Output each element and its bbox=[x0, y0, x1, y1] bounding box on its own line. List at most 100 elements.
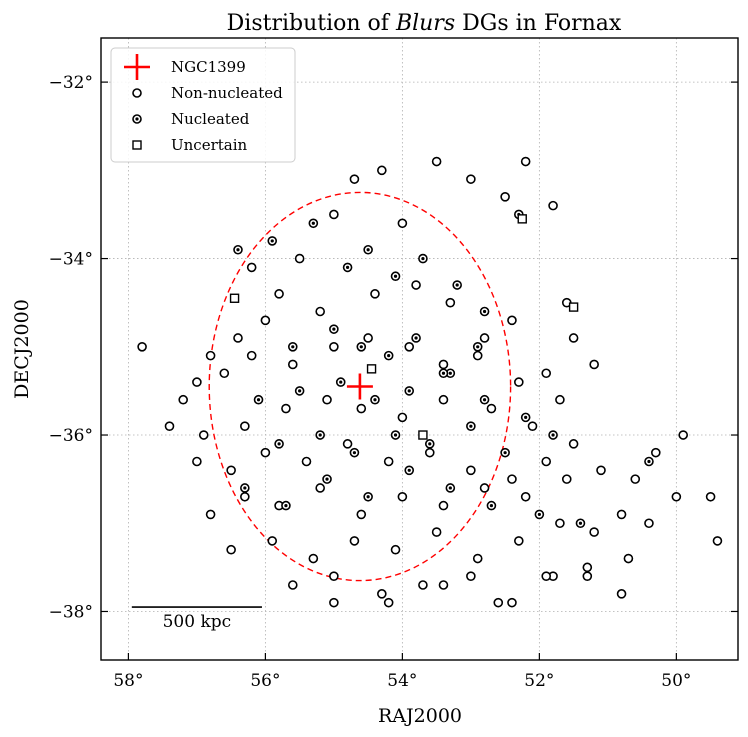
non-nucleated-point bbox=[507, 474, 517, 484]
x-tick-label: 56° bbox=[250, 671, 280, 691]
non-nucleated-point bbox=[137, 341, 147, 352]
nucleated-point-core bbox=[345, 265, 350, 269]
non-nucleated-point bbox=[472, 350, 483, 361]
nucleated-point-core bbox=[298, 389, 302, 393]
non-nucleated-point bbox=[582, 562, 593, 573]
nucleated-point-core bbox=[270, 239, 274, 243]
non-nucleated-point bbox=[356, 509, 367, 520]
scale-bar-label: 500 kpc bbox=[163, 612, 232, 632]
legend-non-nucleated-marker bbox=[132, 88, 142, 98]
nucleated-point-core bbox=[243, 486, 247, 490]
non-nucleated-point bbox=[582, 571, 593, 581]
non-nucleated-point bbox=[466, 571, 476, 581]
non-nucleated-point bbox=[370, 289, 380, 299]
uncertain-point bbox=[418, 430, 428, 440]
x-tick-label: 54° bbox=[387, 671, 417, 691]
non-nucleated-point bbox=[349, 536, 360, 546]
non-nucleated-point bbox=[377, 165, 387, 176]
non-nucleated-point bbox=[418, 580, 428, 590]
nucleated-point-core bbox=[359, 345, 363, 349]
non-nucleated-point bbox=[329, 571, 339, 581]
non-nucleated-point bbox=[507, 315, 517, 326]
non-nucleated-point bbox=[198, 430, 209, 440]
non-nucleated-point bbox=[287, 359, 298, 370]
nucleated-point-core bbox=[325, 477, 329, 481]
non-nucleated-point bbox=[383, 597, 394, 608]
non-nucleated-point bbox=[342, 439, 353, 449]
non-nucleated-point bbox=[514, 377, 524, 387]
y-tick-label: −38° bbox=[49, 602, 93, 622]
non-nucleated-point bbox=[644, 518, 654, 529]
non-nucleated-point bbox=[315, 483, 325, 493]
non-nucleated-point bbox=[479, 483, 490, 493]
non-nucleated-point bbox=[240, 491, 250, 502]
non-nucleated-point bbox=[548, 200, 558, 211]
non-nucleated-point bbox=[192, 377, 202, 387]
scale-bar: 500 kpc bbox=[131, 606, 262, 632]
y-tick-label: −32° bbox=[49, 73, 93, 93]
nucleated-point-core bbox=[455, 283, 459, 287]
uncertain-point bbox=[517, 214, 527, 224]
nucleated-point-core bbox=[284, 504, 288, 508]
x-tick-label: 58° bbox=[113, 671, 143, 691]
virial-circle-layer bbox=[208, 191, 512, 582]
non-nucleated-point bbox=[294, 253, 305, 264]
non-nucleated-point bbox=[329, 341, 339, 352]
non-nucleated-point bbox=[192, 456, 202, 467]
non-nucleated-point bbox=[493, 597, 504, 608]
non-nucleated-point bbox=[424, 447, 435, 458]
non-nucleated-point bbox=[438, 359, 449, 370]
nucleated-point-core bbox=[448, 371, 452, 375]
non-nucleated-point bbox=[431, 527, 442, 537]
nucleated-point-core bbox=[421, 256, 425, 261]
chart-title: Distribution of Blurs DGs in Fornax bbox=[227, 11, 622, 36]
non-nucleated-point bbox=[377, 589, 387, 599]
nucleated-point-core bbox=[311, 221, 315, 225]
nucleated-point-core bbox=[393, 433, 398, 437]
axis-ticks: 58° 56° 54° 52° 50° −32° −34° −36° −38° bbox=[49, 73, 738, 691]
nucleated-point-core bbox=[407, 389, 411, 393]
non-nucleated-point bbox=[479, 333, 490, 343]
nucleated-point-core bbox=[291, 345, 295, 349]
non-nucleated-point bbox=[226, 465, 236, 476]
non-nucleated-point bbox=[616, 589, 627, 599]
nucleated-point-core bbox=[428, 442, 432, 446]
non-nucleated-point bbox=[705, 491, 716, 502]
non-nucleated-point bbox=[390, 544, 401, 555]
nucleated-point-core bbox=[476, 345, 480, 349]
non-nucleated-point bbox=[240, 421, 250, 431]
non-nucleated-point bbox=[260, 447, 271, 458]
nucleated-point-core bbox=[524, 415, 528, 419]
non-nucleated-point bbox=[164, 421, 175, 431]
y-axis-label: DECJ2000 bbox=[11, 299, 33, 399]
nucleated-point-core bbox=[469, 424, 473, 428]
non-nucleated-point bbox=[568, 439, 579, 449]
non-nucleated-point bbox=[219, 368, 230, 379]
non-nucleated-point bbox=[541, 456, 552, 467]
non-nucleated-point bbox=[630, 474, 641, 484]
non-nucleated-point bbox=[404, 341, 415, 352]
non-nucleated-point bbox=[349, 174, 360, 184]
non-nucleated-point bbox=[267, 536, 278, 546]
non-nucleated-point bbox=[541, 368, 552, 379]
legend-nucleated-label: Nucleated bbox=[171, 110, 250, 128]
y-tick-label: −36° bbox=[49, 426, 93, 446]
uncertain-point bbox=[229, 293, 240, 303]
plot-frame bbox=[100, 37, 739, 661]
legend-non-nucleated-label: Non-nucleated bbox=[171, 84, 283, 102]
x-tick-label: 52° bbox=[524, 671, 554, 691]
non-nucleated-point bbox=[520, 491, 531, 502]
nucleated-point-core bbox=[407, 468, 411, 472]
nucleated-point-core bbox=[503, 451, 507, 455]
nucleated-point-core bbox=[332, 327, 336, 331]
non-nucleated-point bbox=[472, 553, 483, 564]
non-nucleated-point bbox=[486, 403, 497, 414]
non-nucleated-point bbox=[315, 306, 325, 317]
non-nucleated-point bbox=[287, 580, 298, 590]
non-nucleated-point bbox=[246, 262, 257, 273]
nucleated-point-core bbox=[339, 380, 343, 384]
legend-uncertain-marker bbox=[132, 140, 142, 150]
non-nucleated-point bbox=[329, 209, 339, 220]
nucleated-point-core bbox=[551, 433, 555, 437]
y-tick-label: −34° bbox=[49, 250, 93, 270]
